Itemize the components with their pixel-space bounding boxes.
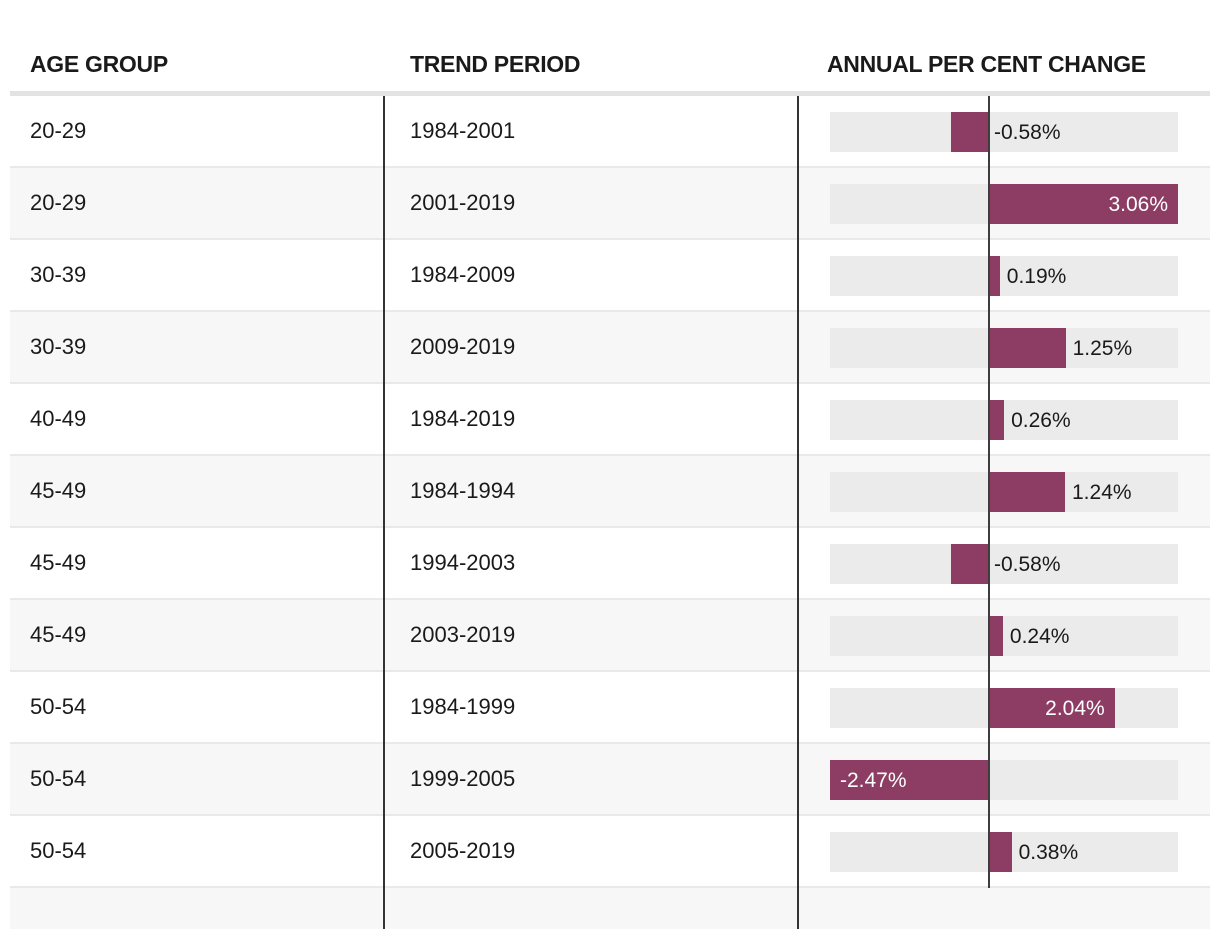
table-row: 45-49 2003-2019 0.24% (10, 600, 1210, 672)
value-label: -0.58% (994, 553, 1061, 576)
zero-axis-line (988, 96, 990, 888)
age-group-cell: 20-29 (30, 118, 87, 143)
value-bar (988, 400, 1005, 440)
column-divider-2 (797, 96, 799, 929)
value-bar (988, 832, 1012, 872)
value-bar (830, 760, 988, 800)
table-row: 45-49 1984-1994 1.24% (10, 456, 1210, 528)
trend-period-cell: 1994-2003 (410, 550, 516, 575)
table-row-partial (10, 888, 1210, 929)
column-header-trend-period: TREND PERIOD (410, 51, 581, 77)
trend-period-cell: 1984-2001 (410, 118, 516, 143)
table-row: 30-39 2009-2019 1.25% (10, 312, 1210, 384)
trend-period-cell: 1984-1999 (410, 694, 516, 719)
table-row: 30-39 1984-2009 0.19% (10, 240, 1210, 312)
value-bar (988, 184, 1178, 224)
trend-table: AGE GROUP TREND PERIOD ANNUAL PER CENT C… (10, 0, 1210, 929)
column-header-annual-per-cent-change: ANNUAL PER CENT CHANGE (827, 51, 1146, 77)
trend-period-cell: 2005-2019 (410, 838, 516, 863)
bar-track: 3.06% (830, 184, 1178, 224)
trend-period-cell: 2003-2019 (410, 622, 516, 647)
value-bar (950, 544, 988, 584)
value-bar (950, 112, 988, 152)
value-label: 3.06% (1108, 193, 1168, 216)
trend-period-cell: 2009-2019 (410, 334, 516, 359)
trend-period-cell: 2001-2019 (410, 190, 516, 215)
bar-track: 0.19% (830, 256, 1178, 296)
value-label: 0.26% (1011, 409, 1071, 432)
bar-track: -2.47% (830, 760, 1178, 800)
value-label: -0.58% (994, 121, 1061, 144)
age-group-cell: 20-29 (30, 190, 87, 215)
bar-track: 1.25% (830, 328, 1178, 368)
table-row: 50-54 1984-1999 2.04% (10, 672, 1210, 744)
value-label: 0.19% (1006, 265, 1067, 288)
bar-track: 1.24% (830, 472, 1178, 512)
age-group-cell: 40-49 (30, 406, 87, 431)
value-label: 0.38% (1018, 841, 1079, 864)
value-label: -2.47% (840, 769, 907, 792)
table-row: 20-29 2001-2019 3.06% (10, 168, 1210, 240)
table-row: 50-54 2005-2019 0.38% (10, 816, 1210, 888)
age-group-cell: 45-49 (30, 550, 87, 575)
bar-track: 0.24% (830, 616, 1178, 656)
value-bar (988, 472, 1065, 512)
table-body: 20-29 1984-2001 -0.58% 20-29 2001-2019 3.06% 3… (10, 96, 1210, 929)
bar-track: -0.58% (830, 112, 1178, 152)
value-label: 0.24% (1009, 625, 1070, 648)
bar-track: -0.58% (830, 544, 1178, 584)
value-label: 1.25% (1072, 337, 1133, 360)
trend-period-cell: 1999-2005 (410, 766, 516, 791)
table-row: 20-29 1984-2001 -0.58% (10, 96, 1210, 168)
table-header-row: AGE GROUP TREND PERIOD ANNUAL PER CENT C… (10, 0, 1210, 96)
value-label: 2.04% (1045, 697, 1105, 720)
value-bar (988, 688, 1115, 728)
table-row: 40-49 1984-2019 0.26% (10, 384, 1210, 456)
bar-track: 0.38% (830, 832, 1178, 872)
age-group-cell: 30-39 (30, 334, 87, 359)
table-row: 50-54 1999-2005 -2.47% (10, 744, 1210, 816)
table-row: 45-49 1994-2003 -0.58% (10, 528, 1210, 600)
value-bar (988, 256, 1000, 296)
age-group-cell: 30-39 (30, 262, 87, 287)
bar-track: 2.04% (830, 688, 1178, 728)
value-bar (988, 328, 1066, 368)
age-group-cell: 50-54 (30, 694, 87, 719)
value-label: 1.24% (1072, 481, 1132, 504)
column-header-age-group: AGE GROUP (30, 51, 168, 77)
age-group-cell: 45-49 (30, 622, 87, 647)
column-divider-1 (383, 96, 385, 929)
age-group-cell: 50-54 (30, 838, 87, 863)
age-group-cell: 45-49 (30, 478, 87, 503)
trend-period-cell: 1984-2009 (410, 262, 516, 287)
value-bar (988, 616, 1003, 656)
trend-period-cell: 1984-2019 (410, 406, 516, 431)
age-group-cell: 50-54 (30, 766, 87, 791)
trend-period-cell: 1984-1994 (410, 478, 516, 503)
bar-track: 0.26% (830, 400, 1178, 440)
